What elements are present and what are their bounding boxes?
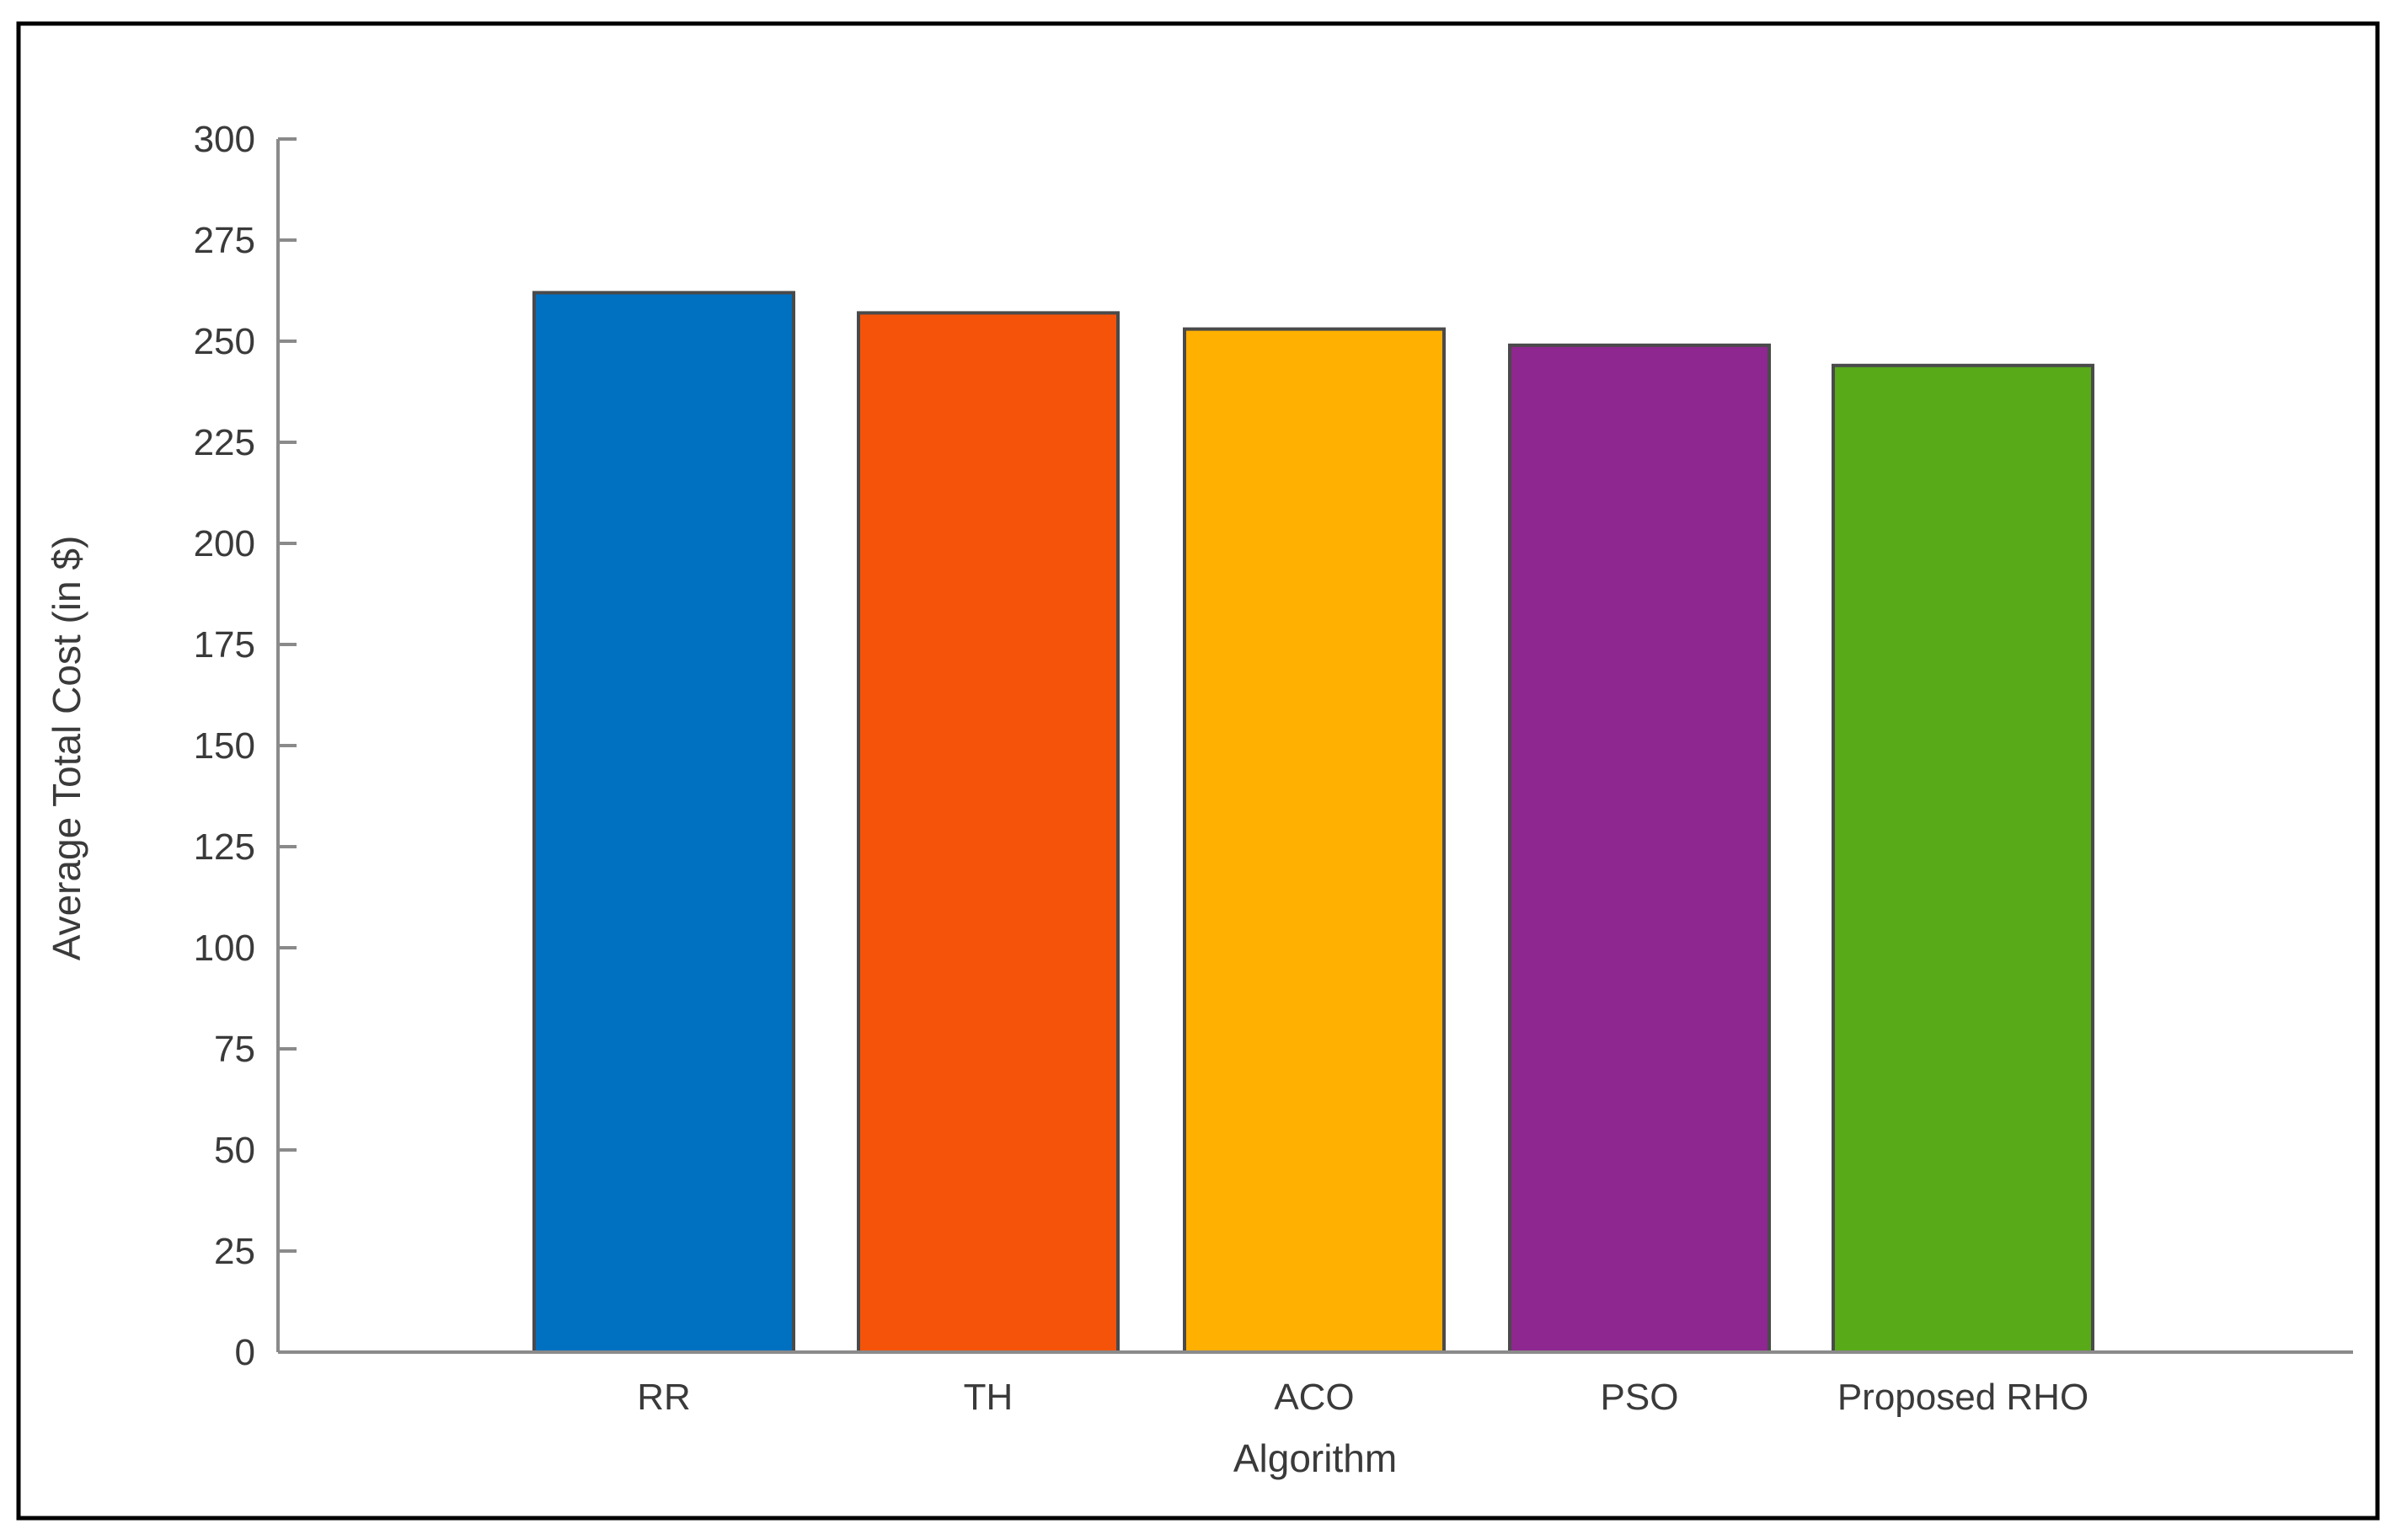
y-tick-label: 250: [194, 321, 255, 362]
x-tick-label: ACO: [1274, 1377, 1354, 1418]
y-tick-label: 175: [194, 624, 255, 666]
y-axis-title: Average Total Cost (in $): [45, 536, 88, 961]
bar-aco: [1183, 327, 1446, 1355]
y-tick-label: 225: [194, 422, 255, 463]
y-ticks-layer: 0 25 50 75 100 125 150 175 200 225 250 275 300: [194, 119, 297, 1373]
y-tick-label: 75: [214, 1029, 255, 1070]
x-tick-label: PSO: [1601, 1377, 1679, 1418]
x-tick-label: TH: [964, 1377, 1013, 1418]
y-tick-label: 200: [194, 523, 255, 564]
y-tick-label: 0: [235, 1332, 255, 1373]
y-tick-label: 125: [194, 826, 255, 868]
bar-th: [857, 311, 1120, 1354]
bar-proposed-rho: [1832, 363, 2094, 1354]
y-tick-label: 300: [194, 119, 255, 160]
bar-pso: [1508, 343, 1771, 1354]
figure-frame: [16, 21, 2380, 1521]
y-tick-label: 25: [214, 1231, 255, 1272]
x-tick-label: Proposed RHO: [1837, 1377, 2088, 1418]
bars-layer: [532, 291, 2094, 1355]
bar-rr: [532, 291, 795, 1354]
x-axis-title: Algorithm: [1233, 1436, 1397, 1480]
y-tick-label: 50: [214, 1130, 255, 1171]
x-ticks-layer: RR TH ACO PSO Proposed RHO: [637, 1377, 2088, 1418]
y-tick-label: 150: [194, 725, 255, 767]
y-tick-label: 275: [194, 220, 255, 261]
y-tick-label: 100: [194, 928, 255, 969]
x-tick-label: RR: [637, 1377, 691, 1418]
